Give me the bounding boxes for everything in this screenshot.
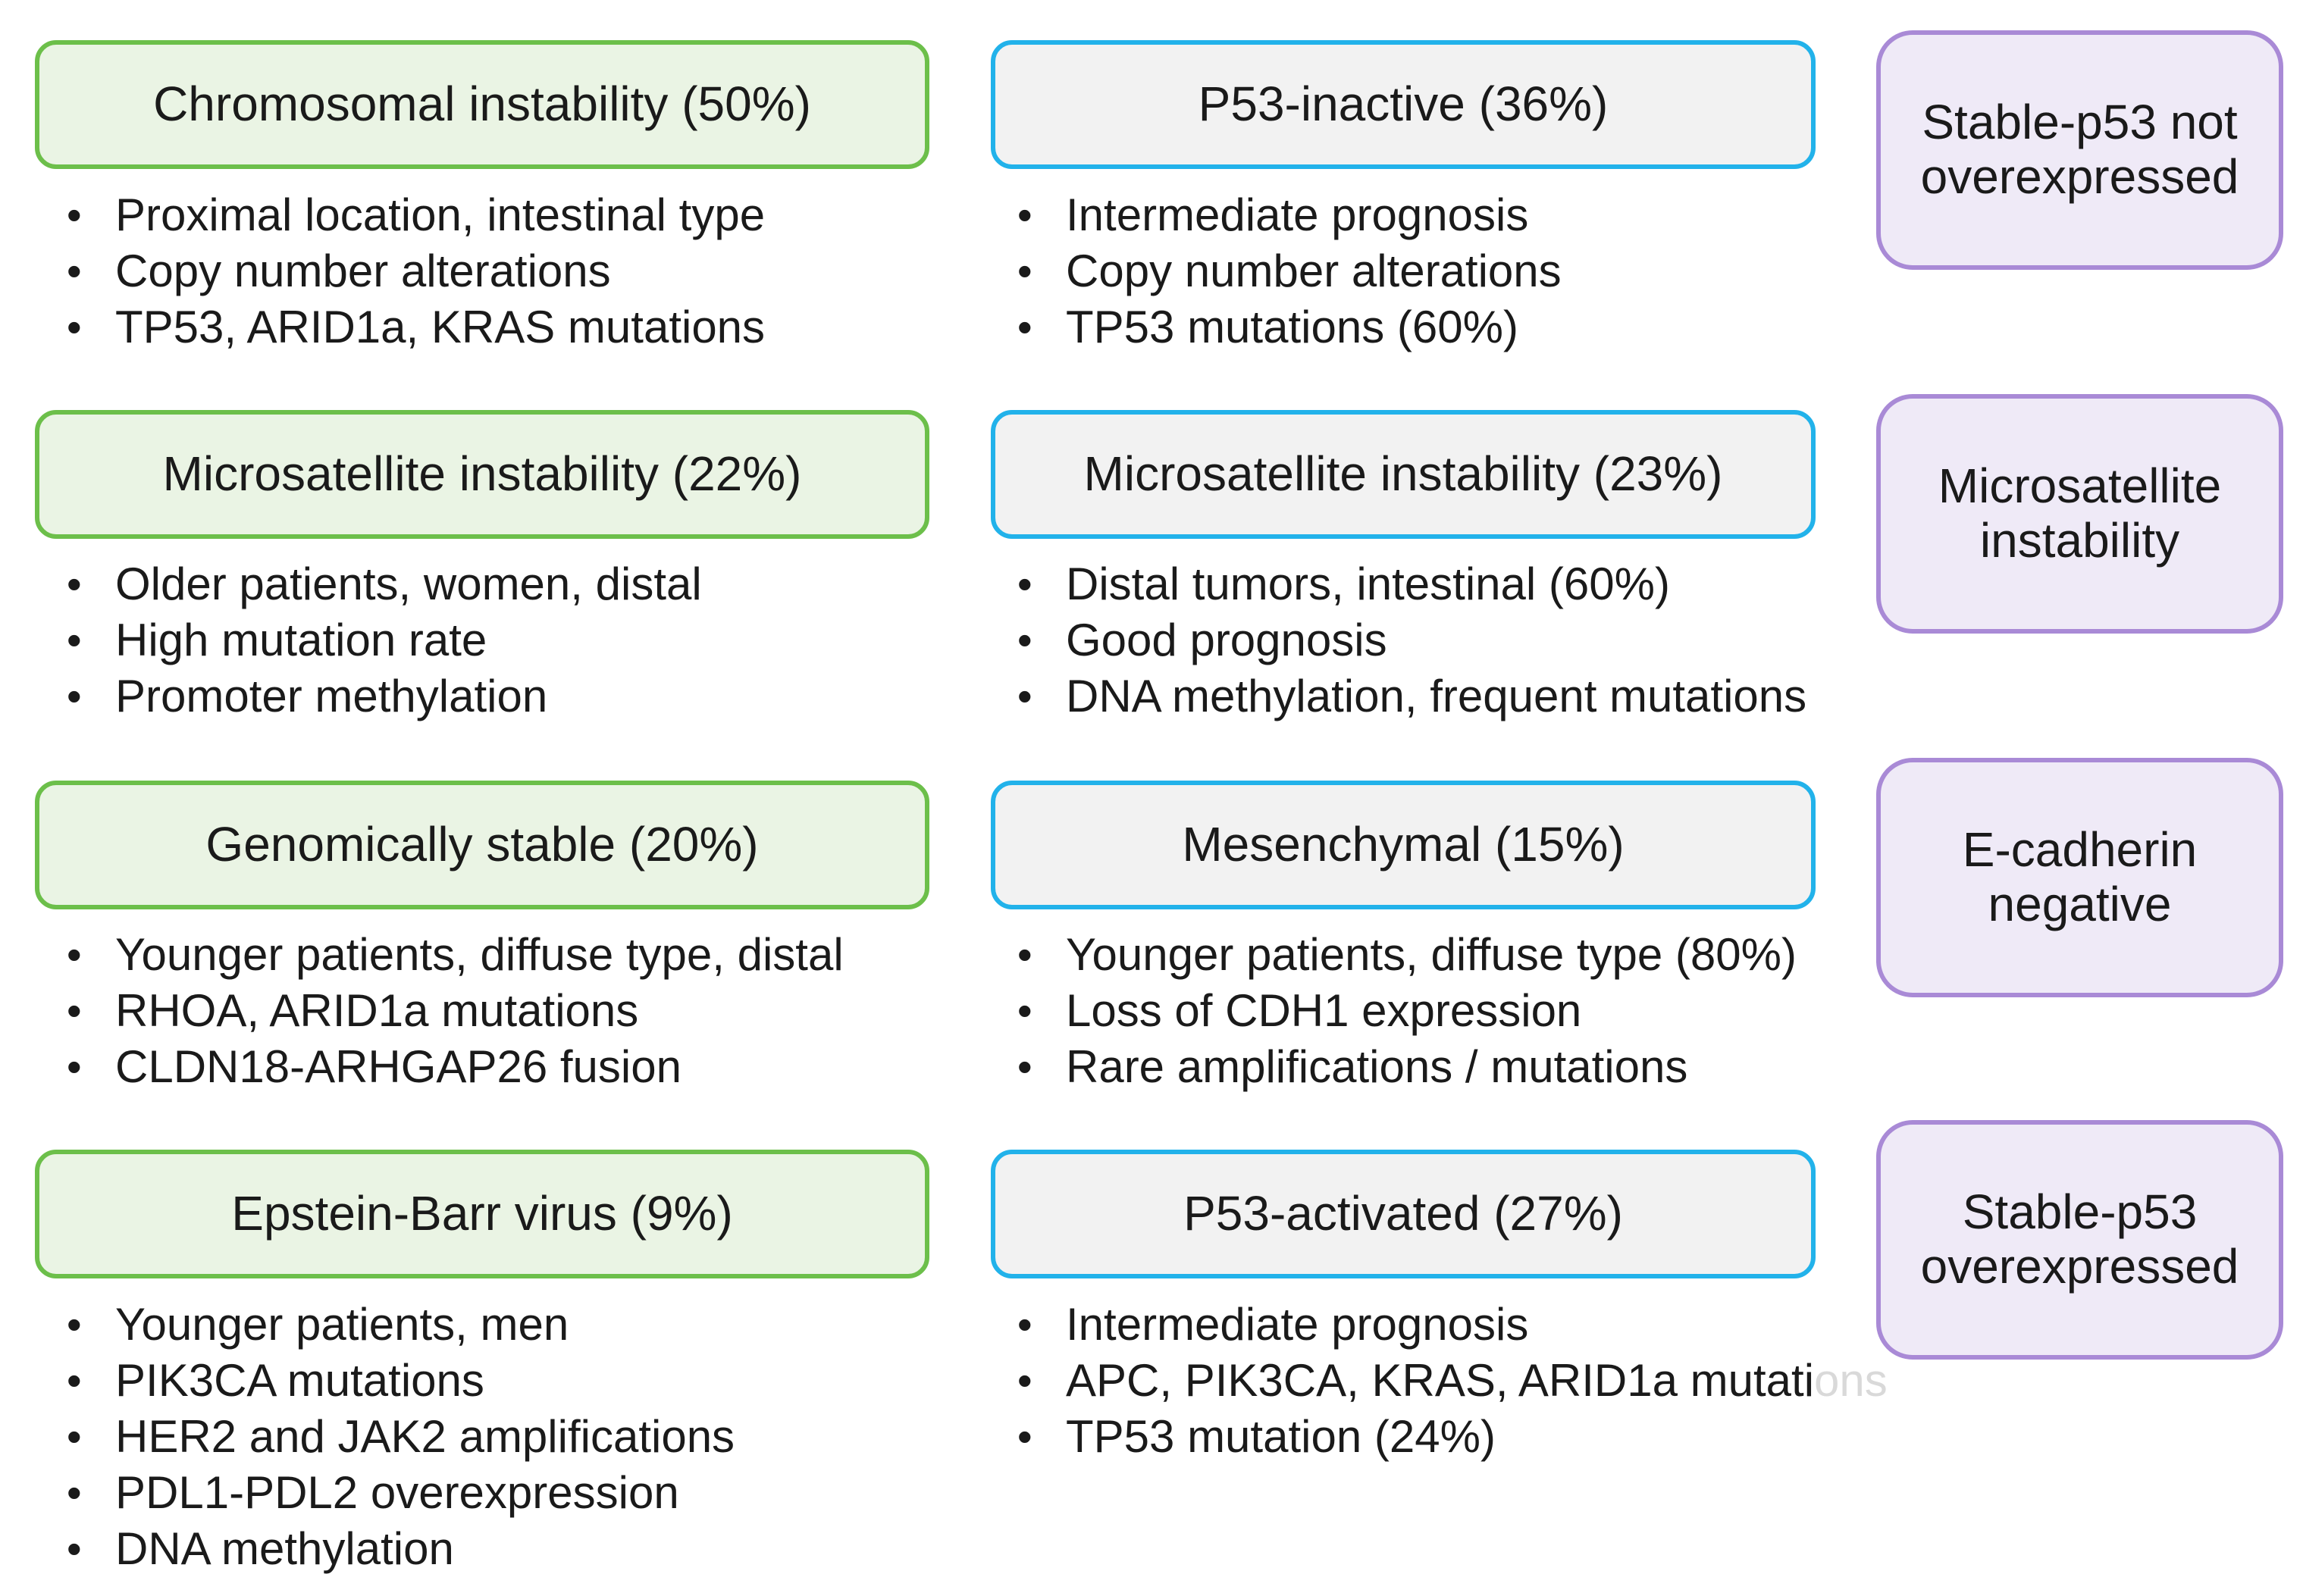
- feature-list-microsatellite-instability-tcga: Older patients, women, distal High mutat…: [35, 556, 702, 724]
- list-item: Younger patients, men: [35, 1297, 735, 1353]
- list-item: Copy number alterations: [35, 243, 765, 299]
- subtype-box-microsatellite-instability-acrg: Microsatellite instability (23%): [991, 410, 1816, 539]
- list-item: Younger patients, diffuse type (80%): [985, 927, 1797, 983]
- list-item: PDL1-PDL2 overexpression: [35, 1465, 735, 1521]
- list-item: Loss of CDH1 expression: [985, 983, 1797, 1039]
- subtype-box-p53-activated: P53-activated (27%): [991, 1150, 1816, 1278]
- feature-list-mesenchymal: Younger patients, diffuse type (80%) Los…: [985, 927, 1797, 1095]
- subtype-box-genomically-stable: Genomically stable (20%): [35, 781, 929, 909]
- subtype-box-epstein-barr-virus: Epstein-Barr virus (9%): [35, 1150, 929, 1278]
- list-item: Promoter methylation: [35, 668, 702, 724]
- list-item: TP53 mutations (60%): [985, 299, 1562, 355]
- subtype-box-e-cadherin-negative: E-cadherin negative: [1876, 758, 2283, 997]
- list-item: Distal tumors, intestinal (60%): [985, 556, 1806, 612]
- list-item: RHOA, ARID1a mutations: [35, 983, 844, 1039]
- subtype-box-mesenchymal: Mesenchymal (15%): [991, 781, 1816, 909]
- list-item: TP53 mutation (24%): [985, 1409, 1888, 1465]
- subtype-box-microsatellite-instability: Microsatellite instability: [1876, 394, 2283, 634]
- subtype-box-p53-inactive: P53-inactive (36%): [991, 40, 1816, 169]
- faded-text-overflow: ons: [1814, 1355, 1888, 1406]
- list-item: Copy number alterations: [985, 243, 1562, 299]
- list-item: Older patients, women, distal: [35, 556, 702, 612]
- list-item: CLDN18-ARHGAP26 fusion: [35, 1039, 844, 1095]
- subtype-box-microsatellite-instability-tcga: Microsatellite instability (22%): [35, 410, 929, 539]
- list-item: APC, PIK3CA, KRAS, ARID1a mutations: [985, 1353, 1888, 1409]
- list-item: DNA methylation: [35, 1521, 735, 1577]
- list-item: PIK3CA mutations: [35, 1353, 735, 1409]
- list-item: HER2 and JAK2 amplifications: [35, 1409, 735, 1465]
- feature-list-epstein-barr-virus: Younger patients, men PIK3CA mutations H…: [35, 1297, 735, 1577]
- list-item: Good prognosis: [985, 612, 1806, 668]
- feature-list-genomically-stable: Younger patients, diffuse type, distal R…: [35, 927, 844, 1095]
- subtype-box-stable-p53-not-overexpressed: Stable-p53 not overexpressed: [1876, 30, 2283, 270]
- feature-list-microsatellite-instability-acrg: Distal tumors, intestinal (60%) Good pro…: [985, 556, 1806, 724]
- list-item: Intermediate prognosis: [985, 187, 1562, 243]
- feature-list-p53-inactive: Intermediate prognosis Copy number alter…: [985, 187, 1562, 355]
- subtype-box-chromosomal-instability: Chromosomal instability (50%): [35, 40, 929, 169]
- list-item: High mutation rate: [35, 612, 702, 668]
- feature-list-chromosomal-instability: Proximal location, intestinal type Copy …: [35, 187, 765, 355]
- list-item: Younger patients, diffuse type, distal: [35, 927, 844, 983]
- list-item: Rare amplifications / mutations: [985, 1039, 1797, 1095]
- list-item: TP53, ARID1a, KRAS mutations: [35, 299, 765, 355]
- list-item: Proximal location, intestinal type: [35, 187, 765, 243]
- list-item: DNA methylation, frequent mutations: [985, 668, 1806, 724]
- subtype-box-stable-p53-overexpressed: Stable-p53 overexpressed: [1876, 1120, 2283, 1360]
- list-item: Intermediate prognosis: [985, 1297, 1888, 1353]
- feature-list-p53-activated: Intermediate prognosis APC, PIK3CA, KRAS…: [985, 1297, 1888, 1465]
